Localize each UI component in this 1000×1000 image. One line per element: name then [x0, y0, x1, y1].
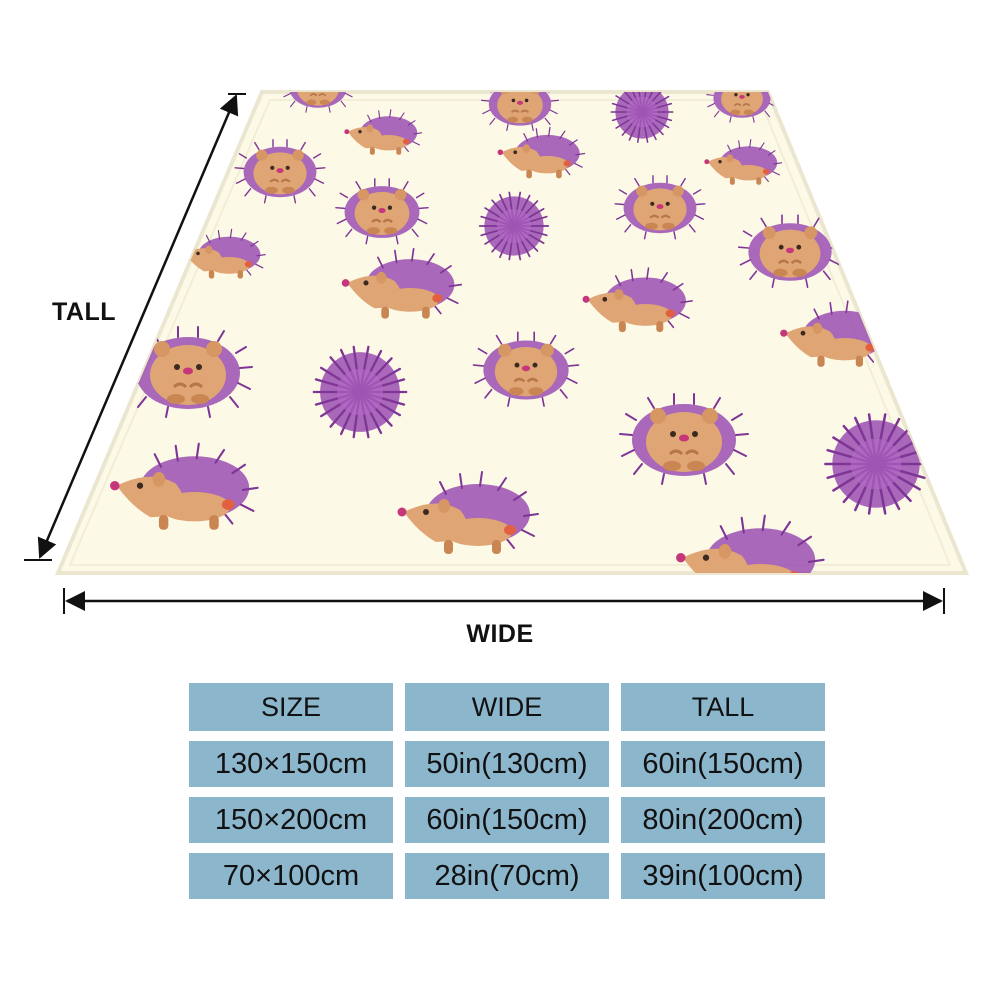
tall-label: TALL	[52, 298, 117, 326]
tall-cell: 60in(150cm)	[621, 741, 825, 787]
tall-header: TALL	[621, 683, 825, 731]
tall-cell: 39in(100cm)	[621, 853, 825, 899]
wide-label: WIDE	[466, 620, 534, 648]
blanket	[54, 90, 969, 575]
wide-cell: 50in(130cm)	[405, 741, 609, 787]
wide-cell: 60in(150cm)	[405, 797, 609, 843]
wide-dimension-arrow	[63, 588, 945, 614]
size-cell: 150×200cm	[189, 797, 393, 843]
tall-dimension-arrow	[24, 93, 246, 561]
size-cell: 70×100cm	[189, 853, 393, 899]
size-cell: 130×150cm	[189, 741, 393, 787]
wide-cell: 28in(70cm)	[405, 853, 609, 899]
size-header: SIZE	[189, 683, 393, 731]
size-table: SIZE WIDE TALL 130×150cm 50in(130cm) 60i…	[189, 683, 825, 899]
wide-header: WIDE	[405, 683, 609, 731]
tall-cell: 80in(200cm)	[621, 797, 825, 843]
